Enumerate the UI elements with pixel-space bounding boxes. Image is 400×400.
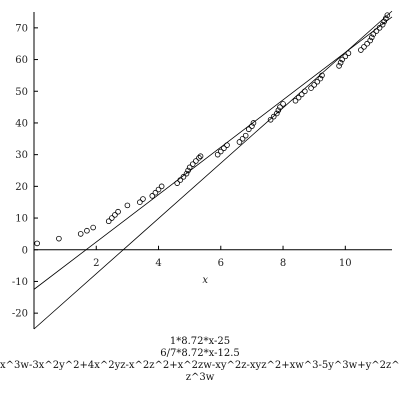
- data-point: [381, 18, 388, 25]
- fit-line-1: [33, 10, 393, 330]
- data-point: [180, 174, 187, 180]
- data-point: [189, 161, 196, 167]
- data-point: [84, 227, 90, 234]
- legend-line-1: 1*8.72*x-25: [169, 336, 231, 347]
- data-point: [185, 167, 191, 174]
- data-point: [149, 193, 156, 199]
- data-point: [364, 40, 370, 47]
- data-point: [317, 75, 324, 82]
- y-tick-label: 40: [15, 118, 28, 129]
- data-point: [311, 82, 317, 88]
- legend-line-3: x^3w-3x^2y^2+4x^2yz-x^2z^2+x^2zw-xy^2z-x…: [0, 360, 400, 371]
- data-point: [158, 183, 165, 190]
- data-point: [292, 97, 299, 104]
- data-point: [109, 215, 115, 221]
- y-tick-label: 0: [22, 245, 28, 256]
- data-point: [155, 186, 162, 193]
- data-point: [236, 139, 243, 145]
- data-point: [367, 37, 374, 44]
- legend-line-2: 6/7*8.72*x-12.5: [160, 348, 240, 359]
- data-point: [267, 116, 274, 123]
- data-point: [183, 170, 190, 177]
- data-point: [137, 199, 143, 206]
- data-point: [368, 34, 375, 41]
- x-tick-label: 6: [218, 258, 224, 269]
- data-point: [337, 59, 344, 66]
- data-point: [34, 240, 40, 247]
- data-point: [302, 88, 308, 95]
- data-point: [115, 208, 121, 215]
- data-point: [214, 151, 221, 158]
- y-tick-label: 20: [15, 182, 28, 193]
- x-tick-label: 10: [339, 258, 352, 269]
- data-point: [246, 126, 252, 133]
- data-point: [174, 180, 181, 186]
- legend: 1*8.72*x-25 6/7*8.72*x-12.5 x^3w-3x^2y^2…: [0, 336, 400, 384]
- y-tick-label: -20: [12, 309, 28, 320]
- data-point: [105, 218, 112, 225]
- data-point: [384, 12, 391, 18]
- data-point: [298, 91, 305, 98]
- x-tick-label: 2: [93, 258, 99, 269]
- data-point: [221, 145, 227, 152]
- data-point: [124, 202, 131, 209]
- data-point: [314, 78, 321, 85]
- data-point: [217, 148, 224, 155]
- legend-line-4: z^3w: [185, 372, 215, 383]
- y-tick-label: -10: [12, 277, 28, 288]
- x-tick-label: 8: [280, 258, 286, 269]
- data-point: [358, 47, 364, 53]
- x-axis-label: x: [202, 275, 208, 286]
- data-point: [379, 21, 386, 28]
- y-tick-label: 70: [15, 23, 28, 34]
- data-point: [270, 113, 277, 120]
- data-point: [382, 15, 389, 22]
- data-points: [34, 12, 391, 247]
- data-point: [56, 235, 62, 242]
- data-point: [345, 50, 352, 57]
- axes: -20 -10 0 10 20 30 40 50 60 70 2 4 6 8 10 x: [12, 12, 392, 329]
- data-point: [280, 101, 286, 107]
- data-point: [376, 25, 383, 31]
- y-tick-label: 60: [15, 55, 28, 66]
- data-point: [319, 72, 325, 79]
- data-point: [308, 85, 314, 91]
- data-point: [274, 110, 280, 117]
- data-point: [224, 142, 230, 148]
- data-point: [277, 104, 283, 110]
- data-point: [295, 94, 302, 101]
- data-point: [239, 136, 246, 142]
- data-point: [186, 164, 193, 171]
- data-point: [336, 63, 342, 69]
- data-point: [197, 153, 204, 160]
- data-point: [140, 196, 146, 202]
- data-point: [90, 224, 96, 231]
- scatter-plot: -20 -10 0 10 20 30 40 50 60 70 2 4 6 8 10 x: [12, 10, 393, 330]
- data-point: [193, 158, 199, 164]
- data-point: [339, 56, 345, 63]
- x-tick-label: 4: [155, 258, 161, 269]
- data-point: [112, 212, 118, 218]
- data-point: [152, 189, 159, 196]
- data-point: [242, 132, 249, 139]
- data-point: [370, 31, 377, 37]
- y-tick-label: 50: [15, 87, 28, 98]
- data-point: [77, 231, 84, 237]
- data-point: [275, 107, 282, 114]
- data-point: [177, 177, 184, 183]
- data-point: [373, 28, 380, 34]
- data-point: [196, 155, 202, 161]
- data-point: [250, 120, 257, 126]
- y-tick-label: 30: [15, 150, 28, 161]
- data-point: [361, 44, 367, 50]
- fit-lines: [33, 10, 393, 330]
- fit-line-2: [33, 16, 393, 290]
- y-tick-label: 10: [15, 214, 28, 225]
- data-point: [249, 123, 255, 129]
- data-point: [342, 53, 349, 60]
